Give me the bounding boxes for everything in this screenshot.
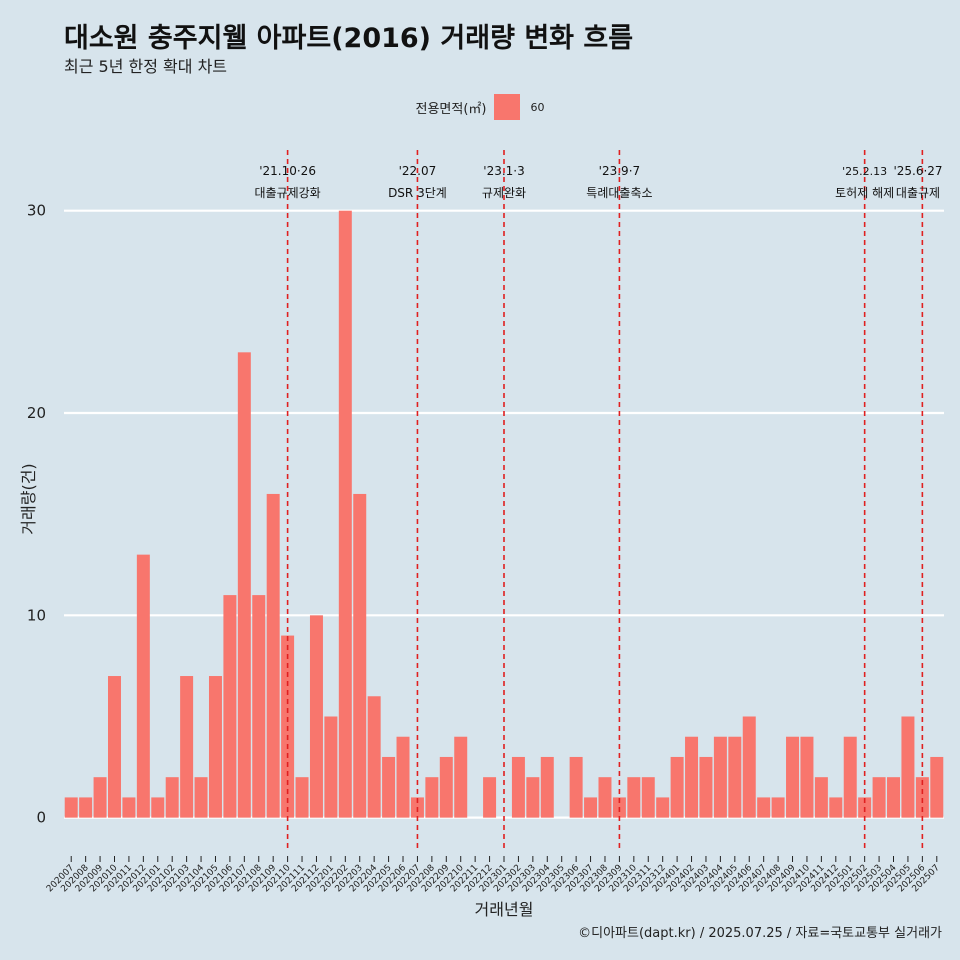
bar-202109 <box>266 493 280 818</box>
bar-202105 <box>208 676 222 818</box>
event-name-label: 규제완화 <box>482 186 526 200</box>
event-date-label: '25.2.13 <box>842 165 887 178</box>
bar-202409 <box>786 736 800 818</box>
chart-title: 대소원 충주지웰 아파트(2016) 거래량 변화 흐름 <box>64 23 634 54</box>
bar-202405 <box>728 736 742 818</box>
bar-202202 <box>338 210 352 818</box>
bar-202012 <box>136 554 150 818</box>
event-name-label: 토허제 해제 <box>835 186 894 200</box>
bar-202304 <box>540 756 554 818</box>
event-date-label: '23.1·3 <box>483 164 524 178</box>
bar-202205 <box>382 756 396 818</box>
event-name-label: DSR 3단계 <box>388 186 447 200</box>
bar-202307 <box>584 797 598 818</box>
y-tick-label: 0 <box>36 809 46 827</box>
bar-202209 <box>439 756 453 818</box>
bar-202505 <box>901 716 915 818</box>
bar-202312 <box>656 797 670 818</box>
event-name-label: 대출규제 <box>896 186 940 200</box>
chart-subtitle: 최근 5년 한정 확대 차트 <box>64 57 228 76</box>
event-date-label: '23.9·7 <box>599 164 640 178</box>
bar-202311 <box>641 777 655 818</box>
legend-swatch <box>494 94 521 120</box>
bar-202104 <box>194 777 208 818</box>
event-date-label: '21.10·26 <box>259 164 316 178</box>
bar-202112 <box>309 615 323 818</box>
legend-title: 전용면적(㎡) <box>415 101 487 117</box>
event-name-label: 특례대출축소 <box>586 186 652 200</box>
bar-202403 <box>699 756 713 818</box>
bar-202506 <box>915 777 929 818</box>
bar-202008 <box>79 797 93 818</box>
legend: 전용면적(㎡) 60 <box>0 94 960 120</box>
bar-202011 <box>122 797 136 818</box>
x-axis-title: 거래년월 <box>475 900 534 919</box>
bar-202404 <box>713 736 727 818</box>
bar-202402 <box>685 736 699 818</box>
bar-202108 <box>252 595 266 818</box>
bar-202302 <box>511 756 525 818</box>
bar-202410 <box>800 736 814 818</box>
event-name-label: 대출규제강화 <box>254 186 320 200</box>
bar-202501 <box>843 736 857 818</box>
bar-202102 <box>165 777 179 818</box>
bar-202201 <box>324 716 338 818</box>
bar-202308 <box>598 777 612 818</box>
source-caption: ©디아파트(dapt.kr) / 2025.07.25 / 자료=국토교통부 실… <box>578 926 942 941</box>
bar-202303 <box>526 777 540 818</box>
event-date-label: '22.07 <box>399 164 437 178</box>
y-tick-label: 30 <box>27 202 46 220</box>
bar-202208 <box>425 777 439 818</box>
bar-202212 <box>483 777 497 818</box>
bar-202412 <box>829 797 843 818</box>
bar-202203 <box>353 493 367 818</box>
bar-202101 <box>151 797 165 818</box>
bar-202401 <box>670 756 684 818</box>
bar-202103 <box>180 676 194 818</box>
bar-202503 <box>872 777 886 818</box>
bar-202407 <box>757 797 771 818</box>
bar-202206 <box>396 736 410 818</box>
bar-202507 <box>930 756 944 818</box>
bar-202010 <box>108 676 121 818</box>
event-date-label: '25.6·27 <box>893 164 942 178</box>
y-tick-label: 20 <box>27 404 46 422</box>
bar-202504 <box>887 777 900 818</box>
legend-label: 60 <box>530 100 545 114</box>
bar-202408 <box>771 797 785 818</box>
bar-202406 <box>742 716 756 818</box>
bar-202310 <box>627 777 641 818</box>
bar-202106 <box>223 595 237 818</box>
bar-202107 <box>237 352 251 818</box>
bar-202210 <box>454 736 468 818</box>
y-axis-title: 거래량(건) <box>19 463 38 534</box>
bar-202007 <box>64 797 78 818</box>
bar-202411 <box>814 777 828 818</box>
y-tick-label: 10 <box>27 606 46 624</box>
bar-202204 <box>367 696 381 818</box>
bar-202306 <box>569 756 583 818</box>
bar-202111 <box>295 777 309 818</box>
bar-202009 <box>93 777 107 818</box>
